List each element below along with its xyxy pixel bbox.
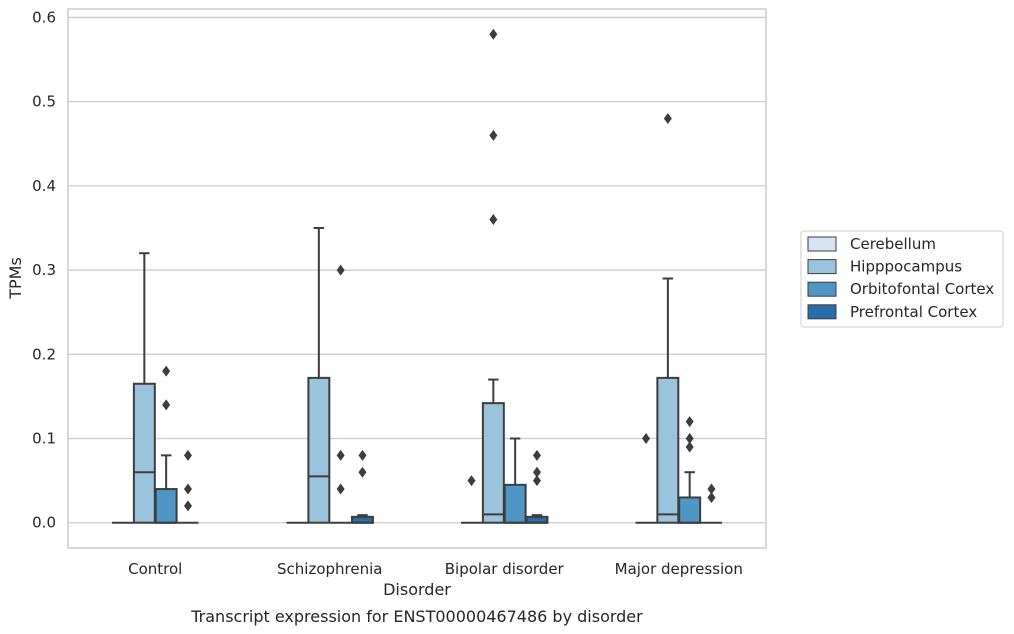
- legend-swatch: [807, 304, 837, 320]
- legend-swatch: [807, 236, 837, 252]
- box: [700, 483, 722, 524]
- outlier-point: [642, 433, 651, 445]
- series-cerebellum: [112, 433, 657, 524]
- outlier-point: [336, 483, 345, 495]
- outlier-point: [183, 449, 192, 461]
- legend-label: Hipppocampus: [850, 258, 962, 276]
- outlier-point: [183, 483, 192, 495]
- box: [177, 449, 199, 524]
- outlier-point: [663, 112, 672, 124]
- outlier-point: [358, 449, 367, 461]
- box-body: [678, 496, 702, 524]
- outlier-point: [532, 449, 541, 461]
- y-tick-label: 0.5: [32, 93, 56, 111]
- x-tick-label: Schizophrenia: [277, 560, 382, 578]
- box: [154, 365, 178, 524]
- outlier-point: [162, 365, 171, 377]
- box-body: [503, 483, 527, 524]
- box: [678, 416, 702, 524]
- x-axis-title: Disorder: [383, 580, 451, 599]
- y-tick-label: 0.6: [32, 8, 56, 26]
- legend-frame: [800, 230, 1004, 328]
- box: [330, 264, 352, 524]
- legend-label: Cerebellum: [850, 235, 936, 253]
- box: [307, 226, 331, 524]
- y-tick-label: 0.2: [32, 345, 56, 363]
- outlier-point: [489, 28, 498, 40]
- y-axis-title: TPMs: [6, 257, 25, 300]
- outlier-point: [489, 214, 498, 226]
- outlier-point: [685, 441, 694, 453]
- legend-label: Prefrontal Cortex: [850, 303, 977, 321]
- series-hipppocampus: [132, 28, 680, 524]
- x-tick-label: Major depression: [615, 560, 743, 578]
- outlier-point: [336, 449, 345, 461]
- series-orbitofontal-cortex: [154, 264, 702, 524]
- y-tick-label: 0.0: [32, 514, 56, 532]
- box: [132, 252, 156, 524]
- outlier-point: [358, 466, 367, 478]
- x-tick-label: Bipolar disorder: [445, 560, 565, 578]
- box: [350, 449, 374, 524]
- y-axis-ticks: 0.0 0.1 0.2 0.3 0.4 0.5 0.6: [32, 8, 56, 531]
- box-body: [132, 382, 156, 524]
- y-tick-label: 0.3: [32, 261, 56, 279]
- legend-swatch: [807, 281, 837, 297]
- chart-caption: Transcript expression for ENST0000046748…: [190, 607, 643, 626]
- box: [525, 449, 549, 524]
- outlier-point: [707, 491, 716, 503]
- outlier-point: [532, 466, 541, 478]
- outlier-point: [489, 129, 498, 141]
- box: [481, 28, 505, 524]
- outlier-point: [336, 264, 345, 276]
- outlier-point: [183, 500, 192, 512]
- outlier-point: [162, 399, 171, 411]
- box-body: [307, 376, 331, 524]
- outlier-point: [532, 475, 541, 487]
- box: [503, 437, 527, 524]
- legend: Cerebellum Hipppocampus Orbitofontal Corte…: [800, 230, 1004, 328]
- box: [461, 475, 483, 524]
- plot-frame: [67, 8, 767, 549]
- box-body: [481, 402, 505, 524]
- box-series: [112, 28, 722, 524]
- y-tick-label: 0.1: [32, 430, 56, 448]
- legend-swatch: [807, 259, 837, 275]
- box: [635, 433, 657, 524]
- x-tick-label: Control: [128, 560, 182, 578]
- box: [656, 112, 680, 524]
- outlier-point: [685, 416, 694, 428]
- outlier-point: [685, 433, 694, 445]
- box-body: [656, 376, 680, 524]
- outlier-point: [467, 475, 476, 487]
- outlier-point: [707, 483, 716, 495]
- series-prefrontal-cortex: [177, 449, 722, 524]
- legend-label: Orbitofontal Cortex: [850, 280, 994, 298]
- gridlines: [68, 16, 766, 524]
- y-tick-label: 0.4: [32, 177, 56, 195]
- box-body: [154, 488, 178, 524]
- x-axis-ticks: Control Schizophrenia Bipolar disorder Majo…: [128, 560, 743, 578]
